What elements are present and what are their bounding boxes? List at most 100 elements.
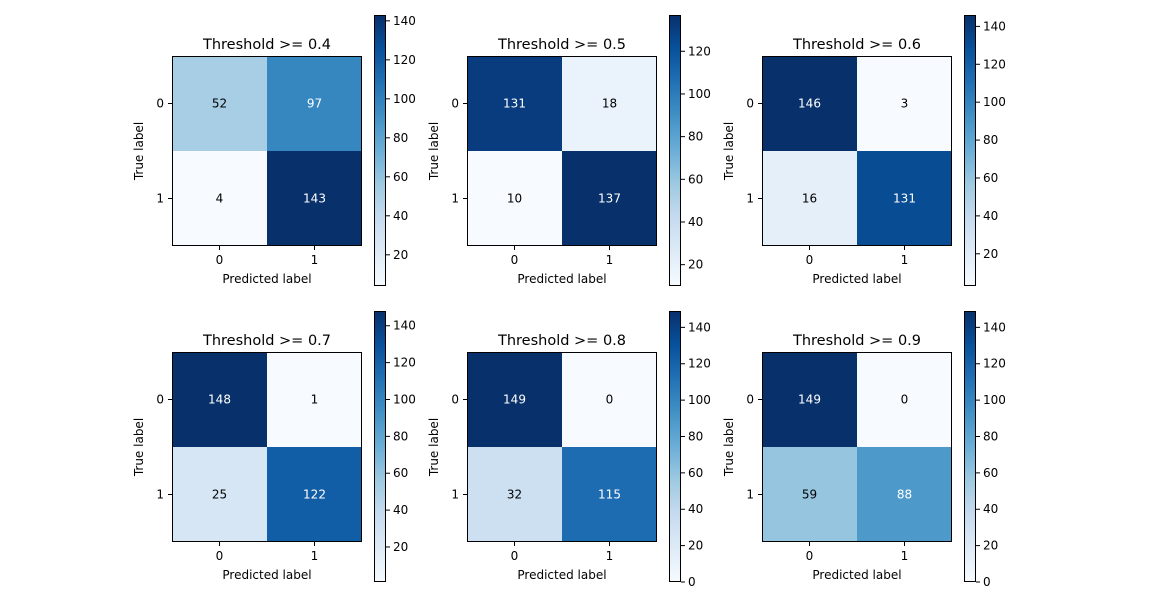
- colorbar-tick-label: 40: [688, 215, 703, 229]
- colorbar-frame: [669, 15, 681, 286]
- colorbar-tick-label: 140: [983, 19, 1006, 33]
- matrix-cell: [762, 352, 857, 447]
- matrix-frame: [762, 352, 952, 542]
- y-axis-label: True label: [722, 418, 736, 477]
- colorbar-tick-label: 80: [393, 131, 408, 145]
- colorbar-tick-label: 20: [983, 539, 998, 553]
- colorbar-tick-label: 120: [688, 357, 711, 371]
- cell-value-label: 146: [798, 97, 821, 111]
- cell-value-label: 52: [212, 97, 227, 111]
- colorbar-frame: [669, 311, 681, 582]
- cell-value-label: 32: [507, 488, 522, 502]
- x-tick-label: 0: [511, 253, 519, 267]
- colorbar-frame: [374, 311, 386, 582]
- matrix-cell: [562, 151, 657, 246]
- matrix-cell: [172, 352, 267, 447]
- cell-value-label: 148: [208, 393, 231, 407]
- colorbar-tick-label: 60: [983, 171, 998, 185]
- x-tick-label: 0: [216, 253, 224, 267]
- colorbar-tick-label: 0: [983, 575, 991, 589]
- colorbar-tick-label: 20: [393, 540, 408, 554]
- colorbar-tick-label: 20: [688, 539, 703, 553]
- x-tick-label: 1: [606, 253, 614, 267]
- y-tick-label: 1: [746, 192, 754, 206]
- matrix-cell: [467, 151, 562, 246]
- panel-title: Threshold >= 0.4: [202, 37, 331, 53]
- colorbar-tick-label: 120: [688, 44, 711, 58]
- colorbar-gradient: [669, 15, 681, 286]
- colorbar-tick-label: 80: [688, 429, 703, 443]
- matrix-cell: [562, 56, 657, 151]
- colorbar-gradient: [964, 311, 976, 582]
- matrix-frame: [172, 352, 362, 542]
- colorbar-frame: [374, 15, 386, 286]
- x-tick-label: 1: [311, 253, 319, 267]
- colorbar-tick-label: 100: [393, 392, 416, 406]
- colorbar-tick-label: 120: [983, 57, 1006, 71]
- matrix-cell: [267, 352, 362, 447]
- matrix-cell: [857, 56, 952, 151]
- y-axis-label: True label: [427, 418, 441, 477]
- colorbar-tick-label: 140: [688, 320, 711, 334]
- x-axis-label: Predicted label: [517, 568, 606, 582]
- x-tick-label: 0: [511, 549, 519, 563]
- y-tick-label: 0: [156, 393, 164, 407]
- y-tick-label: 1: [746, 488, 754, 502]
- colorbar-gradient: [964, 15, 976, 286]
- matrix-cell: [762, 447, 857, 542]
- matrix-cell: [762, 151, 857, 246]
- cell-value-label: 59: [802, 488, 817, 502]
- colorbar-tick-label: 20: [688, 258, 703, 272]
- cell-value-label: 131: [503, 97, 526, 111]
- colorbar-tick-label: 120: [393, 53, 416, 67]
- colorbar-tick-label: 60: [983, 466, 998, 480]
- y-axis-label: True label: [132, 122, 146, 181]
- panel-title: Threshold >= 0.7: [202, 333, 331, 349]
- colorbar-tick-label: 60: [688, 466, 703, 480]
- colorbar-tick-label: 40: [688, 502, 703, 516]
- x-axis-label: Predicted label: [812, 272, 901, 286]
- matrix-cell: [172, 447, 267, 542]
- matrix-cell: [467, 352, 562, 447]
- panel-title: Threshold >= 0.8: [497, 333, 626, 349]
- y-tick-label: 1: [156, 488, 164, 502]
- colorbar-tick-label: 80: [393, 429, 408, 443]
- cell-value-label: 25: [212, 488, 227, 502]
- x-axis-label: Predicted label: [222, 272, 311, 286]
- cell-value-label: 137: [598, 192, 621, 206]
- colorbar-tick-label: 40: [393, 503, 408, 517]
- colorbar-tick-label: 80: [688, 130, 703, 144]
- colorbar-gradient: [374, 311, 386, 582]
- colorbar-tick-label: 100: [983, 393, 1006, 407]
- matrix-cell: [857, 151, 952, 246]
- x-axis-label: Predicted label: [517, 272, 606, 286]
- cell-value-label: 97: [307, 97, 322, 111]
- colorbar-tick-label: 80: [983, 429, 998, 443]
- colorbar-tick-label: 120: [393, 356, 416, 370]
- y-tick-label: 0: [451, 97, 459, 111]
- matrix-frame: [467, 56, 657, 246]
- y-tick-label: 0: [746, 393, 754, 407]
- cell-value-label: 149: [798, 393, 821, 407]
- colorbar-frame: [964, 15, 976, 286]
- colorbar-tick-label: 80: [983, 133, 998, 147]
- cell-value-label: 122: [303, 488, 326, 502]
- cell-value-label: 0: [606, 393, 614, 407]
- colorbar-frame: [964, 311, 976, 582]
- y-axis-label: True label: [427, 122, 441, 181]
- colorbar-tick-label: 120: [983, 357, 1006, 371]
- colorbar-gradient: [374, 15, 386, 286]
- matrix-cell: [762, 56, 857, 151]
- x-tick-label: 1: [901, 549, 909, 563]
- cell-value-label: 1: [311, 393, 319, 407]
- cell-value-label: 149: [503, 393, 526, 407]
- cell-value-label: 88: [897, 488, 912, 502]
- y-axis-label: True label: [132, 418, 146, 477]
- x-tick-label: 0: [806, 253, 814, 267]
- cell-value-label: 16: [802, 192, 817, 206]
- cell-value-label: 115: [598, 488, 621, 502]
